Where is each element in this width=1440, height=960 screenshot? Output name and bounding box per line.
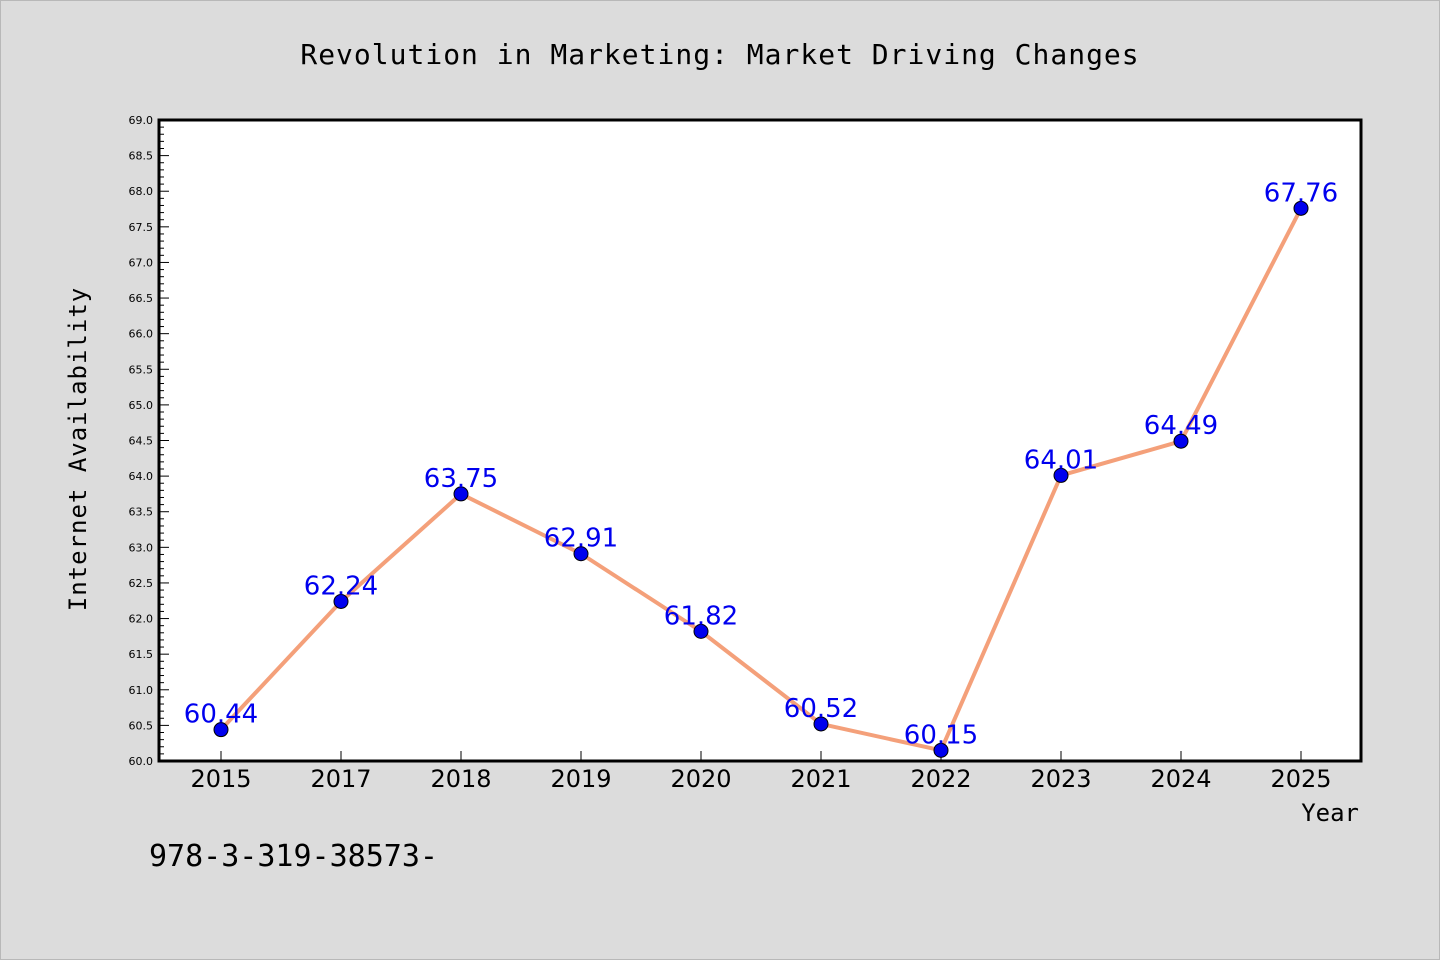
data-label: 60.44	[184, 700, 258, 730]
data-point	[573, 546, 589, 562]
y-tick-label: 69.0	[129, 114, 154, 127]
data-label: 60.15	[904, 720, 978, 750]
x-tick-label: 2021	[790, 765, 851, 793]
data-label: 67.76	[1264, 178, 1338, 208]
y-tick-label: 65.0	[129, 399, 154, 412]
data-point	[333, 593, 349, 609]
y-tick-label: 66.5	[129, 292, 154, 305]
y-tick-label: 62.0	[129, 613, 154, 626]
x-tick-label: 2020	[670, 765, 731, 793]
data-point	[1173, 433, 1189, 449]
x-tick-label: 2023	[1030, 765, 1091, 793]
y-tick-label: 65.5	[129, 363, 154, 376]
y-tick-label: 67.5	[129, 221, 154, 234]
y-tick-label: 68.0	[129, 185, 154, 198]
data-point	[1293, 200, 1309, 216]
y-tick-label: 64.0	[129, 470, 154, 483]
x-tick-label: 2022	[910, 765, 971, 793]
data-point	[453, 486, 469, 502]
y-axis: 60.0 60.5 61.0 61.5 62.0 62.5 63.0 63.5 64.0 64.5…	[129, 114, 169, 768]
data-label: 62.24	[304, 571, 378, 601]
data-label: 64.49	[1144, 411, 1218, 441]
data-point	[693, 623, 709, 639]
y-tick-label: 64.5	[129, 435, 154, 448]
plot-area	[157, 118, 1363, 763]
data-label: 61.82	[664, 601, 738, 631]
y-tick-label: 66.0	[129, 328, 154, 341]
x-tick-label: 2019	[550, 765, 611, 793]
chart-title: Revolution in Marketing: Market Driving …	[300, 38, 1139, 71]
data-label: 60.52	[784, 694, 858, 724]
data-point	[813, 716, 829, 732]
x-tick-label: 2018	[430, 765, 491, 793]
y-tick-label: 61.5	[129, 648, 154, 661]
y-tick-label: 67.0	[129, 256, 154, 269]
x-axis: 2015 2017 2018 2019 2020 2021 2022 2023 2024 2025	[190, 751, 1332, 793]
data-point	[933, 742, 949, 758]
y-tick-label: 63.0	[129, 541, 154, 554]
x-axis-label: Year	[1301, 799, 1359, 827]
x-tick-label: 2025	[1270, 765, 1331, 793]
data-point	[1053, 467, 1069, 483]
y-tick-label: 68.5	[129, 150, 154, 163]
series-line-group	[219, 206, 1303, 753]
data-point	[213, 722, 229, 738]
data-label: 63.75	[424, 464, 498, 494]
y-tick-label: 62.5	[129, 577, 154, 590]
y-tick-label: 61.0	[129, 684, 154, 697]
isbn-annotation: 978-3-319-38573-	[149, 839, 438, 874]
y-tick-label: 63.5	[129, 506, 154, 519]
data-markers	[213, 200, 1309, 758]
x-tick-label: 2024	[1150, 765, 1211, 793]
x-tick-label: 2015	[190, 765, 251, 793]
x-tick-label: 2017	[310, 765, 371, 793]
data-label: 62.91	[544, 524, 618, 554]
y-axis-label: Internet Availability	[64, 287, 92, 611]
data-labels: 60.44 62.24 63.75 62.91 61.82 60.52 60.15 64.01…	[184, 178, 1338, 750]
y-tick-label: 60.5	[129, 719, 154, 732]
data-label: 64.01	[1024, 445, 1098, 475]
series-line	[219, 206, 1303, 753]
y-tick-label: 60.0	[129, 755, 154, 768]
